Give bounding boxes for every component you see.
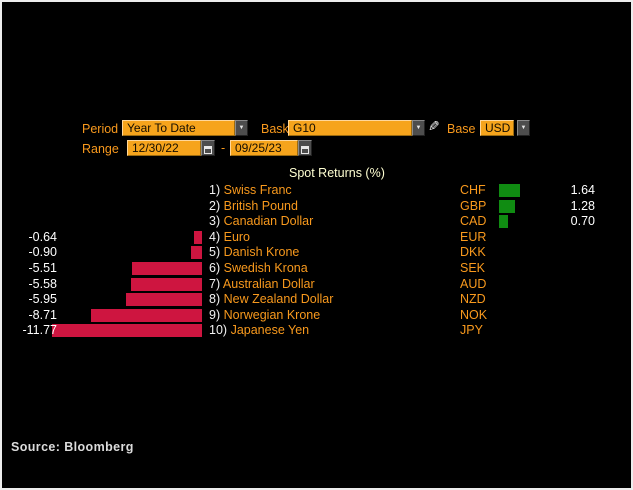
period-dropdown[interactable]: Year To Date — [122, 120, 235, 136]
currency-code: AUD — [460, 276, 487, 291]
row-name-text: Swiss Franc — [223, 183, 292, 197]
bar-value: 1.28 — [570, 198, 595, 213]
bar-value: -5.51 — [28, 261, 58, 275]
positive-bar — [499, 215, 508, 229]
currency-code: GBP — [460, 198, 487, 213]
currency-code: EUR — [460, 229, 487, 244]
period-dropdown-button[interactable]: ▼ — [235, 120, 248, 136]
row-rank: 8) — [209, 292, 221, 307]
row-name-text: Japanese Yen — [230, 323, 310, 338]
range-label: Range — [82, 142, 119, 156]
bar-value: 0.70 — [570, 214, 595, 229]
currency-name: 4) Euro — [209, 230, 250, 246]
pencil-icon: ✎ — [428, 118, 440, 134]
row-name-text: Australian Dollar — [222, 276, 315, 291]
currency-code: SEK — [460, 261, 486, 275]
chart-row[interactable]: -5.95 8) New Zealand Dollar NZD — [2, 292, 631, 308]
row-name-text: New Zealand Dollar — [223, 292, 334, 307]
base-dropdown-button[interactable]: ▼ — [517, 120, 530, 136]
currency-name: 8) New Zealand Dollar — [209, 292, 333, 308]
currency-name: 9) Norwegian Krone — [209, 308, 320, 324]
row-rank: 6) — [209, 261, 221, 275]
negative-bar — [52, 324, 202, 338]
currency-name: 10) Japanese Yen — [209, 323, 309, 339]
chart-row[interactable]: -5.51 6) Swedish Krona SEK — [2, 261, 631, 277]
chart-row[interactable]: 0.70 3) Canadian Dollar CAD — [2, 214, 631, 230]
row-rank: 3) — [209, 214, 221, 229]
bar-value: 1.64 — [570, 183, 595, 197]
range-start-calendar-button[interactable] — [201, 140, 215, 156]
currency-name: 3) Canadian Dollar — [209, 214, 313, 230]
row-rank: 4) — [209, 229, 221, 244]
positive-bar — [499, 199, 515, 213]
calendar-icon — [204, 146, 212, 154]
base-label: Base — [447, 122, 476, 136]
basket-dropdown-button[interactable]: ▼ — [412, 120, 425, 136]
chart-row[interactable]: -8.71 9) Norwegian Krone NOK — [2, 308, 631, 324]
row-name-text: Norwegian Krone — [223, 307, 321, 322]
range-start-input[interactable]: 12/30/22 — [127, 140, 201, 156]
currency-name: 5) Danish Krone — [209, 245, 299, 261]
currency-name: 1) Swiss Franc — [209, 183, 292, 199]
chart-title: Spot Returns (%) — [289, 166, 385, 180]
row-rank: 5) — [209, 245, 221, 260]
currency-code: NZD — [460, 292, 486, 307]
negative-bar — [132, 262, 202, 275]
chevron-down-icon: ▼ — [415, 125, 422, 131]
chart-row[interactable]: -0.64 4) Euro EUR — [2, 230, 631, 246]
bar-value: -11.77 — [22, 323, 57, 338]
row-rank: 9) — [209, 307, 221, 322]
calendar-icon — [301, 146, 309, 154]
row-name-text: Canadian Dollar — [223, 214, 314, 229]
range-end-input[interactable]: 09/25/23 — [230, 140, 298, 156]
currency-code: DKK — [460, 245, 486, 260]
negative-bar — [194, 230, 202, 244]
range-end-calendar-button[interactable] — [298, 140, 312, 156]
chart-rows: 1.64 1) Swiss Franc CHF 1.28 2) British Poun… — [2, 183, 631, 341]
row-rank: 10) — [209, 323, 228, 338]
negative-bar — [191, 246, 202, 260]
currency-code: JPY — [460, 323, 483, 338]
negative-bar — [126, 293, 202, 307]
currency-name: 6) Swedish Krona — [209, 261, 308, 277]
period-label: Period — [82, 122, 119, 136]
row-rank: 2) — [209, 198, 221, 213]
row-name-text: Danish Krone — [223, 245, 300, 260]
chart-row[interactable]: -11.77 10) Japanese Yen JPY — [2, 323, 631, 339]
row-name-text: British Pound — [223, 198, 298, 213]
chart-row[interactable]: 1.28 2) British Pound GBP — [2, 199, 631, 215]
row-name-text: Euro — [223, 229, 251, 244]
basket-dropdown[interactable]: G10 — [288, 120, 412, 136]
row-name-text: Swedish Krona — [223, 261, 308, 275]
chevron-down-icon: ▼ — [520, 125, 527, 131]
currency-code: CAD — [460, 214, 487, 229]
positive-bar — [499, 184, 520, 197]
bar-value: -0.90 — [28, 245, 58, 260]
range-separator: - — [221, 141, 226, 155]
negative-bar — [131, 277, 202, 291]
bar-value: -5.95 — [28, 292, 58, 307]
base-dropdown[interactable]: USD — [480, 120, 514, 136]
chart-row[interactable]: -5.58 7) Australian Dollar AUD — [2, 277, 631, 293]
bar-value: -8.71 — [28, 307, 58, 322]
bar-value: -0.64 — [28, 229, 58, 244]
row-rank: 7) — [209, 276, 221, 291]
chevron-down-icon: ▼ — [238, 125, 245, 131]
negative-bar — [91, 308, 202, 322]
currency-name: 7) Australian Dollar — [209, 277, 315, 293]
chart-row[interactable]: 1.64 1) Swiss Franc CHF — [2, 183, 631, 199]
currency-code: CHF — [460, 183, 486, 197]
chart-row[interactable]: -0.90 5) Danish Krone DKK — [2, 245, 631, 261]
currency-name: 2) British Pound — [209, 199, 298, 215]
row-rank: 1) — [209, 183, 221, 197]
edit-basket-button[interactable]: ✎ — [428, 118, 440, 136]
source-text: Source: Bloomberg — [11, 440, 134, 454]
bar-value: -5.58 — [28, 276, 58, 291]
currency-code: NOK — [460, 307, 488, 322]
